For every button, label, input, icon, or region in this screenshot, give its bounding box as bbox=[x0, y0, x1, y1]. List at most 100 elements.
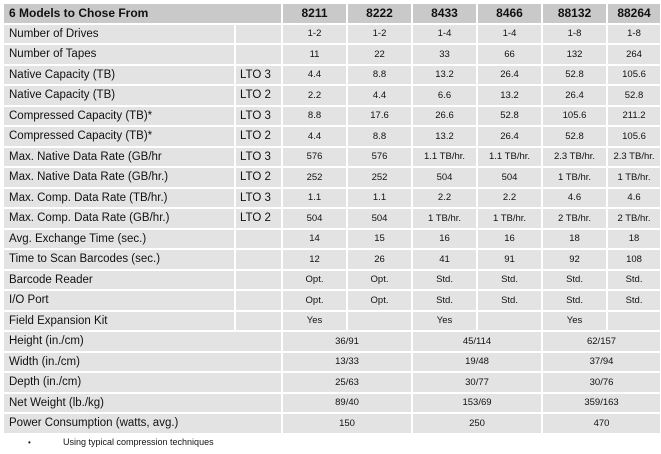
cell-value: 37/94 bbox=[543, 353, 660, 372]
model-header-8466: 8466 bbox=[478, 4, 541, 23]
cell-value: Opt. bbox=[283, 271, 346, 290]
cell-value: 26.4 bbox=[543, 86, 606, 105]
cell-value: Yes bbox=[413, 312, 476, 331]
table-row: Field Expansion KitYesYesYes bbox=[4, 312, 660, 331]
cell-value: 11 bbox=[283, 45, 346, 64]
cell-value bbox=[348, 312, 411, 331]
cell-value: 52.8 bbox=[478, 107, 541, 126]
row-label: Height (in./cm) bbox=[4, 332, 281, 351]
row-label: Number of Tapes bbox=[4, 45, 234, 64]
table-row: Native Capacity (TB)LTO 22.24.46.613.226… bbox=[4, 86, 660, 105]
cell-value: Std. bbox=[608, 291, 660, 310]
cell-value: 1 TB/hr. bbox=[543, 168, 606, 187]
cell-value: 1 TB/hr. bbox=[608, 168, 660, 187]
model-header-8211: 8211 bbox=[283, 4, 346, 23]
cell-value: 576 bbox=[283, 148, 346, 167]
footnote-bullet: • bbox=[28, 438, 63, 447]
cell-value: 211.2 bbox=[608, 107, 660, 126]
cell-value: 108 bbox=[608, 250, 660, 269]
cell-value: 150 bbox=[283, 414, 411, 433]
footnote-text: Using typical compression techniques bbox=[63, 437, 214, 447]
cell-value: 504 bbox=[348, 209, 411, 228]
table-title: 6 Models to Chose From bbox=[4, 4, 281, 23]
lto-generation bbox=[236, 271, 281, 290]
cell-value: 1.1 bbox=[348, 189, 411, 208]
table-row: Height (in./cm)36/9145/11462/157 bbox=[4, 332, 660, 351]
cell-value: 2.2 bbox=[478, 189, 541, 208]
cell-value: 8.8 bbox=[348, 127, 411, 146]
lto-generation bbox=[236, 312, 281, 331]
table-row: Compressed Capacity (TB)*LTO 38.817.626.… bbox=[4, 107, 660, 126]
lto-generation bbox=[236, 25, 281, 44]
lto-generation bbox=[236, 291, 281, 310]
row-label: Max. Native Data Rate (GB/hr bbox=[4, 148, 234, 167]
cell-value: 30/76 bbox=[543, 373, 660, 392]
cell-value: 22 bbox=[348, 45, 411, 64]
header-row: 6 Models to Chose From 8211 8222 8433 84… bbox=[4, 4, 660, 23]
cell-value: 12 bbox=[283, 250, 346, 269]
row-label: Max. Comp. Data Rate (TB/hr.) bbox=[4, 189, 234, 208]
cell-value: 62/157 bbox=[543, 332, 660, 351]
cell-value: 1-8 bbox=[608, 25, 660, 44]
row-label: Max. Comp. Data Rate (GB/hr.) bbox=[4, 209, 234, 228]
cell-value: 105.6 bbox=[543, 107, 606, 126]
cell-value: Std. bbox=[543, 271, 606, 290]
cell-value: Opt. bbox=[283, 291, 346, 310]
cell-value: 1.1 TB/hr. bbox=[478, 148, 541, 167]
row-label: Compressed Capacity (TB)* bbox=[4, 107, 234, 126]
cell-value: 26.6 bbox=[413, 107, 476, 126]
cell-value: 13.2 bbox=[478, 86, 541, 105]
cell-value: 52.8 bbox=[608, 86, 660, 105]
cell-value bbox=[608, 312, 660, 331]
cell-value: Std. bbox=[543, 291, 606, 310]
table-row: Max. Comp. Data Rate (GB/hr.)LTO 2504504… bbox=[4, 209, 660, 228]
models-spec-table: 6 Models to Chose From 8211 8222 8433 84… bbox=[2, 2, 661, 435]
cell-value: 132 bbox=[543, 45, 606, 64]
cell-value: Opt. bbox=[348, 291, 411, 310]
cell-value: 1.1 bbox=[283, 189, 346, 208]
cell-value: 504 bbox=[283, 209, 346, 228]
cell-value: 153/69 bbox=[413, 394, 541, 413]
cell-value: 2 TB/hr. bbox=[543, 209, 606, 228]
cell-value: 33 bbox=[413, 45, 476, 64]
cell-value: 4.4 bbox=[283, 127, 346, 146]
row-label: Field Expansion Kit bbox=[4, 312, 234, 331]
cell-value: 250 bbox=[413, 414, 541, 433]
cell-value: 1-4 bbox=[478, 25, 541, 44]
lto-generation: LTO 2 bbox=[236, 127, 281, 146]
lto-generation bbox=[236, 250, 281, 269]
cell-value: 92 bbox=[543, 250, 606, 269]
table-row: I/O PortOpt.Opt.Std.Std.Std.Std. bbox=[4, 291, 660, 310]
model-header-8222: 8222 bbox=[348, 4, 411, 23]
cell-value: 1-4 bbox=[413, 25, 476, 44]
row-label: Depth (in./cm) bbox=[4, 373, 281, 392]
table-row: Max. Native Data Rate (GB/hr.)LTO 225225… bbox=[4, 168, 660, 187]
cell-value: 17.6 bbox=[348, 107, 411, 126]
table-row: Max. Comp. Data Rate (TB/hr.)LTO 31.11.1… bbox=[4, 189, 660, 208]
cell-value: 89/40 bbox=[283, 394, 411, 413]
cell-value: 18 bbox=[608, 230, 660, 249]
cell-value: Std. bbox=[413, 271, 476, 290]
row-label: Width (in./cm) bbox=[4, 353, 281, 372]
table-row: Number of Tapes11223366132264 bbox=[4, 45, 660, 64]
cell-value bbox=[478, 312, 541, 331]
cell-value: 2.2 bbox=[413, 189, 476, 208]
row-label: I/O Port bbox=[4, 291, 234, 310]
row-label: Native Capacity (TB) bbox=[4, 66, 234, 85]
lto-generation: LTO 2 bbox=[236, 209, 281, 228]
cell-value: 16 bbox=[413, 230, 476, 249]
cell-value: 52.8 bbox=[543, 66, 606, 85]
cell-value: 36/91 bbox=[283, 332, 411, 351]
table-row: Avg. Exchange Time (sec.)141516161818 bbox=[4, 230, 660, 249]
table-row: Number of Drives1-21-21-41-41-81-8 bbox=[4, 25, 660, 44]
cell-value: 359/163 bbox=[543, 394, 660, 413]
cell-value: 1-2 bbox=[348, 25, 411, 44]
cell-value: 2.3 TB/hr. bbox=[543, 148, 606, 167]
table-row: Barcode ReaderOpt.Opt.Std.Std.Std.Std. bbox=[4, 271, 660, 290]
cell-value: 252 bbox=[283, 168, 346, 187]
cell-value: 13/33 bbox=[283, 353, 411, 372]
model-header-8433: 8433 bbox=[413, 4, 476, 23]
lto-generation: LTO 3 bbox=[236, 189, 281, 208]
cell-value: 14 bbox=[283, 230, 346, 249]
cell-value: 91 bbox=[478, 250, 541, 269]
